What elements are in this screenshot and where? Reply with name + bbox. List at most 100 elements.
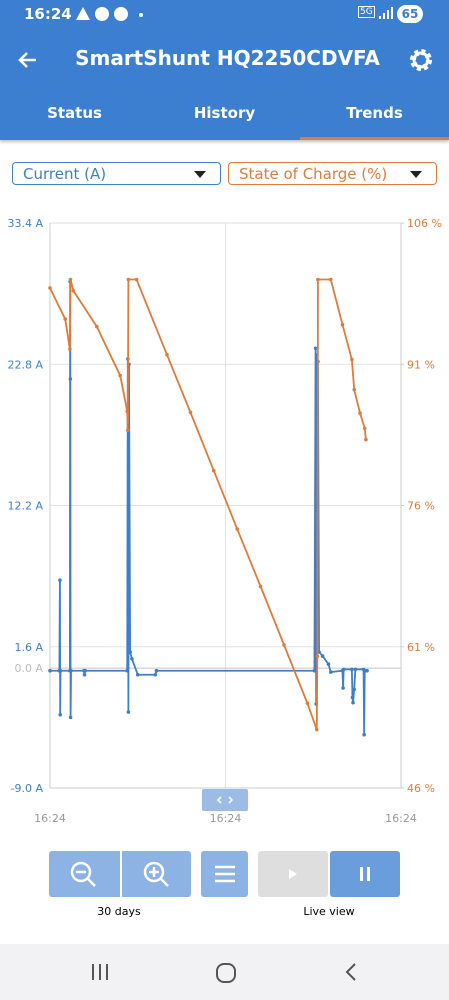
x-tick-label: 16:24	[34, 812, 66, 825]
zoom-out-button[interactable]	[69, 860, 99, 890]
data-point	[212, 468, 216, 473]
tab-status[interactable]: Status	[47, 104, 102, 122]
tab-history[interactable]: History	[193, 104, 256, 122]
menu-button[interactable]	[201, 851, 248, 897]
x-tick-label: 16:24	[210, 812, 242, 825]
zoom-group	[49, 851, 191, 897]
data-point	[350, 357, 354, 362]
data-point	[130, 656, 134, 661]
y-tick-label: -9.0 A	[11, 782, 44, 795]
y-tick-label: 22.8 A	[7, 358, 43, 371]
right-series-select[interactable]: State of Charge (%)	[228, 162, 437, 185]
y2-tick-label: 61 %	[407, 641, 435, 654]
data-point	[82, 672, 87, 677]
data-point	[58, 578, 62, 582]
data-point	[63, 317, 68, 321]
pause-button[interactable]	[330, 851, 400, 897]
data-point	[358, 411, 362, 416]
scroll-handle[interactable]	[202, 789, 248, 811]
y2-tick-label: 76 %	[407, 500, 435, 513]
app-bar: SmartShunt HQ2250CDVFA Status History Tr…	[0, 28, 449, 140]
select-text: State of Charge (%)	[239, 165, 388, 183]
back-nav-button[interactable]	[343, 962, 359, 982]
pause-icon	[360, 867, 370, 881]
data-point	[341, 686, 345, 690]
handle-icon	[216, 796, 234, 804]
back-button[interactable]	[16, 48, 40, 72]
data-point	[95, 324, 99, 329]
zoom-label: 30 days	[97, 905, 141, 918]
data-point	[68, 347, 72, 351]
live-label: Live view	[303, 905, 355, 918]
data-point	[352, 687, 357, 692]
data-point	[329, 670, 333, 674]
y2-tick-label: 46 %	[407, 782, 435, 795]
data-point	[118, 373, 122, 378]
data-point	[353, 667, 358, 672]
settings-button[interactable]	[408, 47, 434, 73]
recents-button[interactable]	[90, 962, 110, 982]
data-point	[83, 668, 87, 673]
data-point	[352, 387, 357, 392]
series-line	[49, 278, 367, 730]
zoom-in-button[interactable]	[142, 860, 172, 890]
data-point	[326, 662, 331, 666]
notification-icons	[76, 7, 143, 21]
data-point	[341, 667, 346, 672]
play-icon	[289, 869, 297, 879]
data-point	[48, 286, 52, 290]
data-point	[364, 437, 368, 442]
data-point	[69, 668, 73, 673]
data-point	[362, 732, 366, 737]
tab-indicator	[300, 137, 449, 140]
data-point	[165, 353, 169, 357]
data-point	[58, 668, 63, 673]
y-tick-label: 33.4 A	[7, 217, 43, 230]
data-point	[315, 654, 320, 658]
data-point	[68, 715, 73, 720]
data-point	[282, 643, 286, 647]
data-point	[362, 426, 367, 431]
y2-tick-label: 106 %	[407, 217, 442, 230]
data-point	[351, 700, 355, 705]
y2-tick-label: 91 %	[407, 358, 435, 371]
menu-icon	[215, 865, 235, 883]
zero-label: 0.0 A	[14, 662, 43, 675]
data-point	[313, 346, 318, 351]
data-point	[58, 712, 62, 717]
data-point	[188, 410, 193, 415]
left-series-select[interactable]: Current (A)	[12, 162, 221, 185]
data-point	[134, 277, 139, 282]
data-point	[312, 668, 317, 673]
x-tick-label: 16:24	[385, 812, 417, 825]
tab-trends[interactable]: Trends	[346, 104, 403, 122]
data-point	[340, 322, 345, 327]
data-point	[316, 277, 320, 282]
data-point	[365, 668, 369, 673]
series-line	[50, 281, 368, 735]
dropdown-arrow	[194, 171, 206, 178]
data-point	[125, 409, 130, 414]
data-point	[125, 668, 130, 673]
data-point	[128, 650, 132, 654]
data-point	[126, 710, 131, 714]
data-point	[48, 668, 52, 673]
select-text: Current (A)	[23, 165, 107, 183]
data-point	[329, 277, 333, 282]
chart: 16:24 16:24 16:24 -9.0 A 1.6 A 12.2 A 22.8 A 33…	[7, 217, 442, 825]
y-tick-label: 1.6 A	[14, 641, 43, 654]
network: 5G	[358, 6, 375, 18]
clock: 16:24	[24, 5, 72, 23]
data-point	[153, 672, 158, 677]
data-point	[71, 289, 76, 293]
data-point	[350, 667, 354, 672]
data-point	[68, 377, 73, 381]
data-point	[68, 277, 73, 282]
play-button[interactable]	[258, 851, 328, 897]
title: SmartShunt HQ2250CDVFA	[75, 46, 380, 70]
data-point	[154, 668, 159, 673]
divider	[120, 851, 122, 897]
home-button[interactable]	[215, 962, 237, 984]
data-point	[126, 277, 131, 282]
